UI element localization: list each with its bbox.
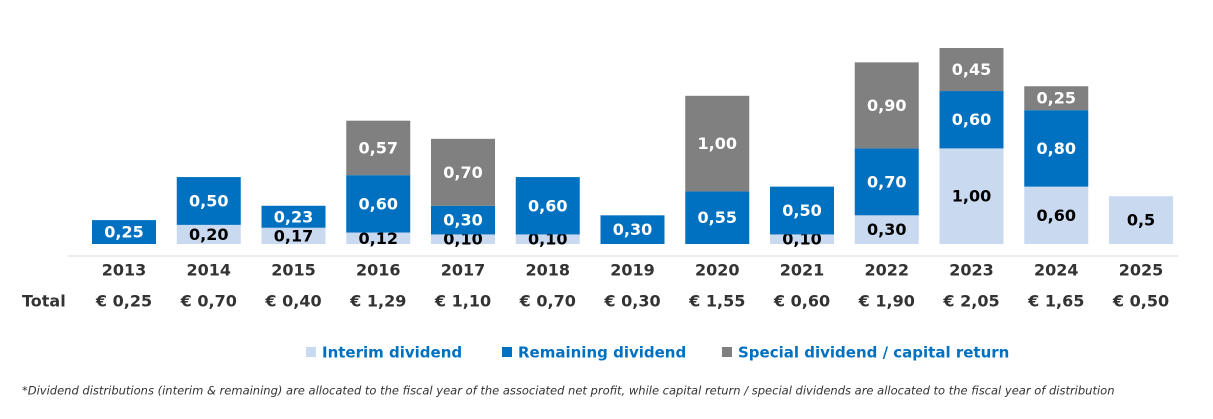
bar-segment bbox=[939, 91, 1004, 149]
bar-segment bbox=[261, 227, 326, 244]
bar-segment bbox=[515, 177, 580, 235]
bar-segment bbox=[346, 232, 411, 244]
total-value: € 1,65 bbox=[1027, 292, 1084, 311]
bar-segment bbox=[515, 234, 580, 244]
bar-segment bbox=[685, 191, 750, 244]
total-value: € 0,70 bbox=[180, 292, 237, 311]
bar-segment bbox=[854, 215, 919, 244]
bar-segment bbox=[939, 148, 1004, 244]
bar-segment bbox=[346, 120, 411, 176]
value-label: 0,45 bbox=[952, 60, 991, 79]
value-label: 0,57 bbox=[359, 138, 398, 157]
legend-swatch bbox=[306, 347, 316, 357]
category-label: 2023 bbox=[949, 261, 994, 280]
category-label: 2015 bbox=[271, 261, 316, 280]
value-label: 0,17 bbox=[274, 226, 313, 245]
value-label: 1,00 bbox=[952, 187, 991, 206]
bar-segment bbox=[431, 205, 495, 235]
total-value: € 0,50 bbox=[1112, 292, 1169, 311]
bar-segment bbox=[854, 62, 919, 149]
category-label: 2022 bbox=[864, 261, 909, 280]
category-label: 2021 bbox=[780, 261, 825, 280]
value-label: 0,60 bbox=[359, 194, 398, 213]
total-value: € 1,55 bbox=[688, 292, 745, 311]
category-label: 2019 bbox=[610, 261, 655, 280]
bar-segment bbox=[176, 177, 241, 225]
total-label: Total bbox=[22, 292, 66, 311]
value-label: 0,60 bbox=[1037, 206, 1076, 225]
value-label: 0,25 bbox=[1037, 89, 1076, 108]
total-value: € 0,40 bbox=[264, 292, 321, 311]
bar-segment bbox=[1024, 186, 1089, 244]
value-label: 0,70 bbox=[867, 172, 906, 191]
value-label: 0,60 bbox=[952, 110, 991, 129]
value-label: 0,60 bbox=[528, 196, 567, 215]
category-label: 2013 bbox=[102, 261, 147, 280]
bar-segment bbox=[600, 215, 665, 244]
category-label: 2024 bbox=[1034, 261, 1079, 280]
value-label: 0,10 bbox=[528, 230, 567, 249]
value-label: 0,50 bbox=[189, 191, 228, 210]
value-label: 0,25 bbox=[104, 223, 143, 242]
category-label: 2025 bbox=[1119, 261, 1164, 280]
category-label: 2020 bbox=[695, 261, 740, 280]
value-label: 0,5 bbox=[1127, 211, 1155, 230]
total-value: € 1,29 bbox=[349, 292, 406, 311]
legend-label: Special dividend / capital return bbox=[738, 344, 1009, 362]
total-value: € 0,60 bbox=[773, 292, 830, 311]
bar-segment bbox=[261, 205, 326, 228]
value-label: 0,55 bbox=[698, 208, 737, 227]
bar-segment bbox=[431, 234, 495, 244]
value-label: 0,30 bbox=[867, 220, 906, 239]
value-label: 0,30 bbox=[443, 211, 482, 230]
value-label: 0,10 bbox=[443, 230, 482, 249]
legend-label: Remaining dividend bbox=[518, 344, 686, 362]
legend-swatch bbox=[722, 347, 732, 357]
legend-label: Interim dividend bbox=[322, 344, 462, 362]
bar-segment bbox=[770, 234, 834, 244]
total-value: € 1,90 bbox=[858, 292, 915, 311]
bar-segment bbox=[770, 186, 834, 235]
value-label: 0,20 bbox=[189, 225, 228, 244]
bar-segment bbox=[92, 220, 156, 244]
bar-segment bbox=[939, 48, 1004, 92]
value-label: 0,90 bbox=[867, 96, 906, 115]
value-label: 1,00 bbox=[698, 134, 737, 153]
total-value: € 2,05 bbox=[942, 292, 999, 311]
bar-segment bbox=[1109, 196, 1173, 244]
value-label: 0,23 bbox=[274, 207, 313, 226]
legend-swatch bbox=[502, 347, 512, 357]
total-value: € 1,10 bbox=[434, 292, 491, 311]
bar-segment bbox=[854, 148, 919, 216]
value-label: 0,80 bbox=[1037, 139, 1076, 158]
value-label: 0,70 bbox=[443, 163, 482, 182]
category-label: 2014 bbox=[186, 261, 231, 280]
category-label: 2017 bbox=[441, 261, 486, 280]
category-label: 2018 bbox=[525, 261, 570, 280]
category-label: 2016 bbox=[356, 261, 401, 280]
bar-segment bbox=[346, 175, 411, 233]
bar-segment bbox=[1024, 86, 1089, 111]
value-label: 0,50 bbox=[782, 201, 821, 220]
bar-segment bbox=[176, 224, 241, 244]
bar-segment bbox=[685, 95, 750, 192]
total-value: € 0,70 bbox=[519, 292, 576, 311]
bar-segment bbox=[431, 138, 495, 206]
value-label: 0,10 bbox=[782, 230, 821, 249]
bar-segment bbox=[1024, 110, 1089, 187]
value-label: 0,12 bbox=[359, 229, 398, 248]
value-label: 0,30 bbox=[613, 220, 652, 239]
total-value: € 0,25 bbox=[95, 292, 152, 311]
footnote: *Dividend distributions (interim & remai… bbox=[22, 384, 1115, 398]
total-value: € 0,30 bbox=[603, 292, 660, 311]
